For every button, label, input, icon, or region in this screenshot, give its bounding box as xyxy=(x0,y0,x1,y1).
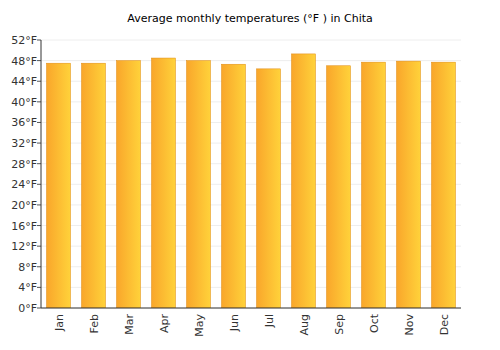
x-tick-label: Apr xyxy=(158,314,171,334)
y-tick xyxy=(37,204,41,205)
bar xyxy=(47,63,71,308)
y-tick xyxy=(37,60,41,61)
y-tick-label: 8°F xyxy=(18,261,37,274)
y-tick xyxy=(37,40,41,41)
y-tick-label: 44°F xyxy=(11,75,37,88)
y-tick xyxy=(37,287,41,288)
x-tick-label: Aug xyxy=(298,314,311,335)
y-tick-label: 28°F xyxy=(11,158,37,171)
bar xyxy=(432,62,456,308)
y-tick xyxy=(37,225,41,226)
bar xyxy=(222,64,246,308)
bar xyxy=(82,63,106,308)
bar xyxy=(397,61,421,308)
y-tick-label: 52°F xyxy=(11,34,37,47)
grid-line xyxy=(41,40,461,41)
x-axis xyxy=(41,308,461,309)
bar xyxy=(257,69,281,308)
y-tick-label: 12°F xyxy=(11,240,37,253)
y-tick-label: 24°F xyxy=(11,178,37,191)
y-tick-label: 0°F xyxy=(18,302,37,315)
y-tick-label: 48°F xyxy=(11,55,37,68)
y-tick-label: 20°F xyxy=(11,199,37,212)
y-tick xyxy=(37,81,41,82)
bar xyxy=(187,61,211,308)
y-tick xyxy=(37,163,41,164)
x-tick-label: Dec xyxy=(438,314,451,335)
y-tick-label: 40°F xyxy=(11,96,37,109)
y-tick xyxy=(37,122,41,123)
y-tick-label: 32°F xyxy=(11,137,37,150)
x-tick-label: Jul xyxy=(263,314,276,328)
bar xyxy=(362,62,386,308)
x-tick-label: May xyxy=(193,314,206,337)
grid-line xyxy=(41,308,461,309)
title: Average monthly temperatures (°F ) in Ch… xyxy=(127,12,373,25)
y-tick xyxy=(37,184,41,185)
y-tick xyxy=(37,143,41,144)
y-tick-label: 4°F xyxy=(18,281,37,294)
y-tick-label: 16°F xyxy=(11,220,37,233)
bar xyxy=(152,58,176,308)
x-tick-label: Jan xyxy=(53,314,66,332)
x-tick-label: Feb xyxy=(88,314,101,333)
bar xyxy=(117,61,141,308)
y-tick xyxy=(37,266,41,267)
bar xyxy=(327,66,351,308)
bars xyxy=(47,54,456,308)
bar xyxy=(292,54,316,308)
x-tick-label: Mar xyxy=(123,314,136,335)
x-tick-label: Oct xyxy=(368,313,381,333)
y-tick xyxy=(37,246,41,247)
x-tick-label: Sep xyxy=(333,314,346,335)
y-tick xyxy=(37,101,41,102)
y-axis xyxy=(41,40,42,308)
x-tick-label: Jun xyxy=(228,314,241,332)
y-tick-label: 36°F xyxy=(11,116,37,129)
chart-svg: Average monthly temperatures (°F ) in Ch… xyxy=(0,0,500,350)
y-tick xyxy=(37,308,41,309)
x-tick-label: Nov xyxy=(403,314,416,336)
chart-container: Average monthly temperatures (°F ) in Ch… xyxy=(0,0,500,350)
